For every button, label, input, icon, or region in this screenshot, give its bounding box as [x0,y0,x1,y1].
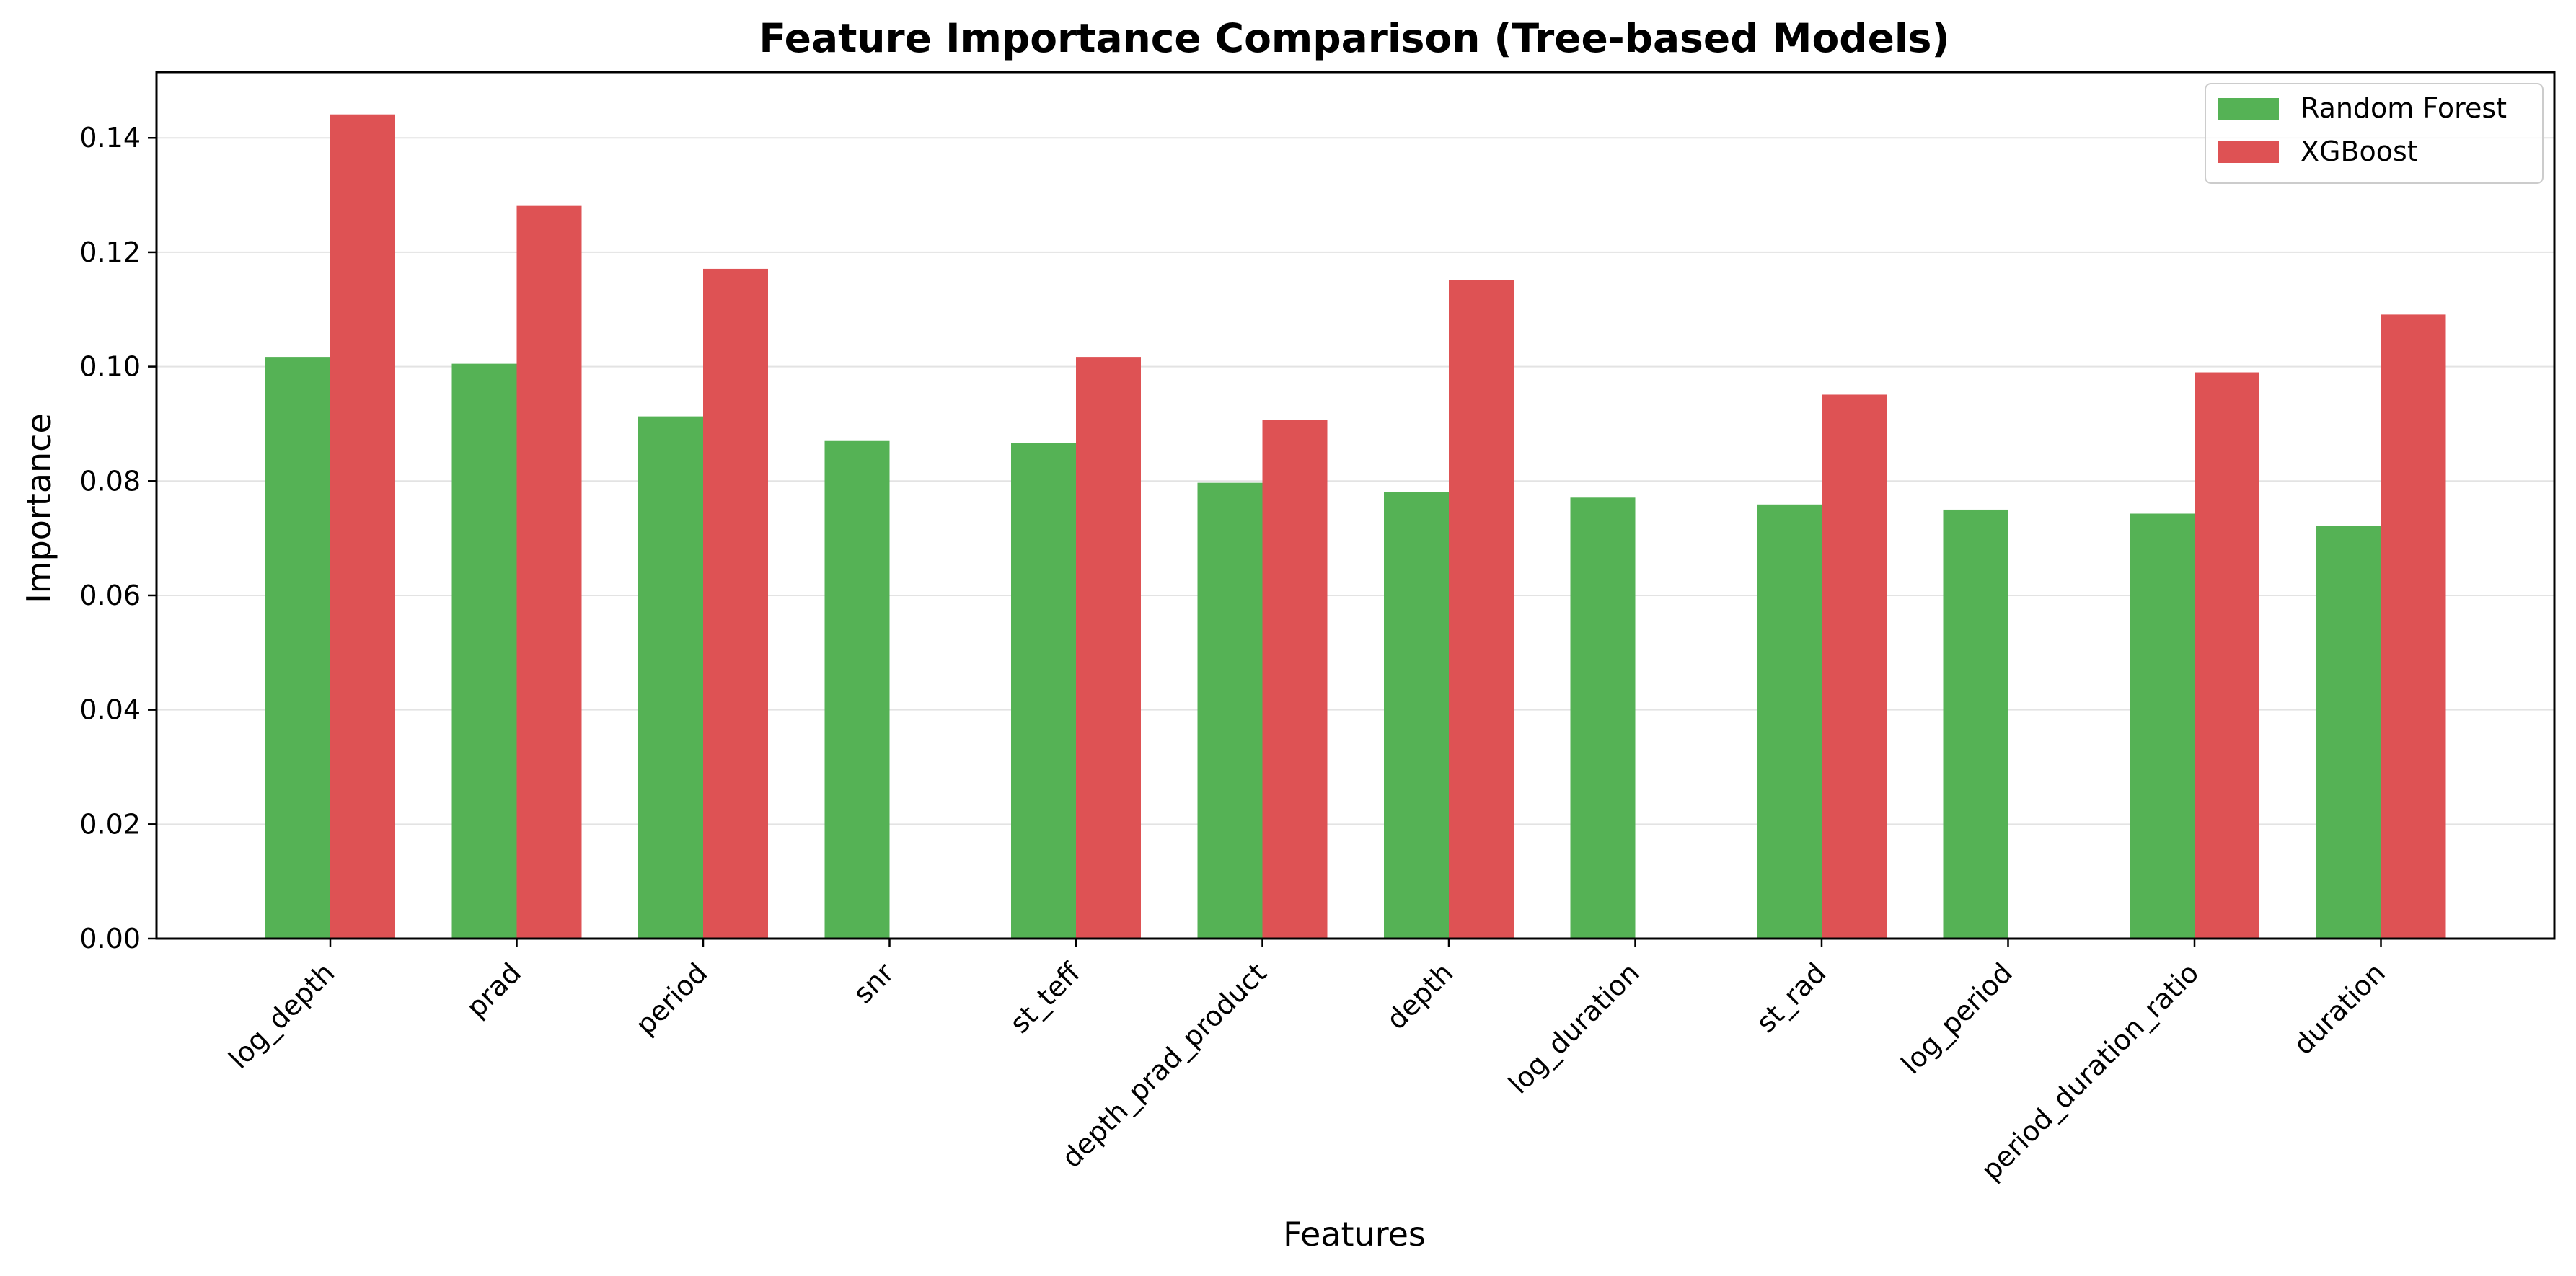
random-forest-bar [2316,526,2381,939]
random-forest-bar [638,416,703,939]
random-forest-bar [824,440,890,939]
legend-label-xgboost: XGBoost [2301,136,2418,167]
random-forest-bar [2130,513,2195,939]
x-tick-label: log_period [1895,957,2019,1080]
x-axis-label: Features [1283,1215,1426,1254]
chart-title: Feature Importance Comparison (Tree-base… [759,15,1949,61]
y-axis-label: Importance [19,413,58,603]
y-tick-label: 0.14 [79,122,141,154]
x-tick-label: snr [847,957,900,1009]
plot-frame [155,71,2556,940]
y-tick-label: 0.04 [79,694,141,726]
xgboost-bar [330,114,395,939]
random-forest-bar [1570,497,1636,939]
y-tick-label: 0.06 [79,580,141,611]
legend-swatch-random-forest [2218,98,2279,120]
axes [155,71,2556,940]
random-forest-bar [1943,509,2008,939]
random-forest-bar [451,363,517,939]
legend-swatch-xgboost [2218,141,2279,163]
xgboost-bar [1449,280,1514,939]
xgboost-bar [1822,394,1887,939]
x-tick-label: prad [460,957,527,1024]
legend-label-random-forest: Random Forest [2301,92,2507,124]
x-tick-label: log_depth [223,957,341,1075]
random-forest-bar [1197,482,1263,939]
x-tick-label: log_duration [1502,957,1646,1100]
x-tick-label: depth [1380,957,1459,1035]
xgboost-bar [703,268,768,939]
x-tick-label: period [630,957,714,1041]
y-tick-label: 0.10 [79,351,141,383]
x-tick-label: st_teff [1004,957,1087,1040]
xgboost-bar [2381,314,2446,939]
xgboost-bar [1076,357,1141,939]
xgboost-bar [516,205,582,939]
random-forest-bar [1757,504,1822,939]
x-axis-ticks: log_depth prad period snr st_teffdepth_prad_… [223,939,2391,1187]
xgboost-bar [2195,372,2259,939]
random-forest-bar [265,357,330,939]
random-forest-bar [1384,492,1449,939]
legend-box [2205,83,2544,184]
random-forest-bar [1011,443,1076,939]
y-tick-label: 0.02 [79,808,141,840]
y-axis-ticks: 0.00 0.02 0.04 0.06 0.08 0.10 0.12 0.14 [79,122,156,954]
x-tick-label: period_duration_ratio [1975,957,2205,1187]
y-tick-label: 0.00 [79,923,141,954]
y-tick-label: 0.08 [79,465,141,497]
y-tick-label: 0.12 [79,236,141,268]
x-tick-label: depth_prad_product [1056,957,1273,1174]
xgboost-bar [1262,420,1328,939]
legend: Random Forest XGBoost [2205,83,2544,184]
x-tick-label: st_rad [1750,957,1832,1039]
x-tick-label: duration [2288,957,2391,1060]
bars [265,114,2446,939]
